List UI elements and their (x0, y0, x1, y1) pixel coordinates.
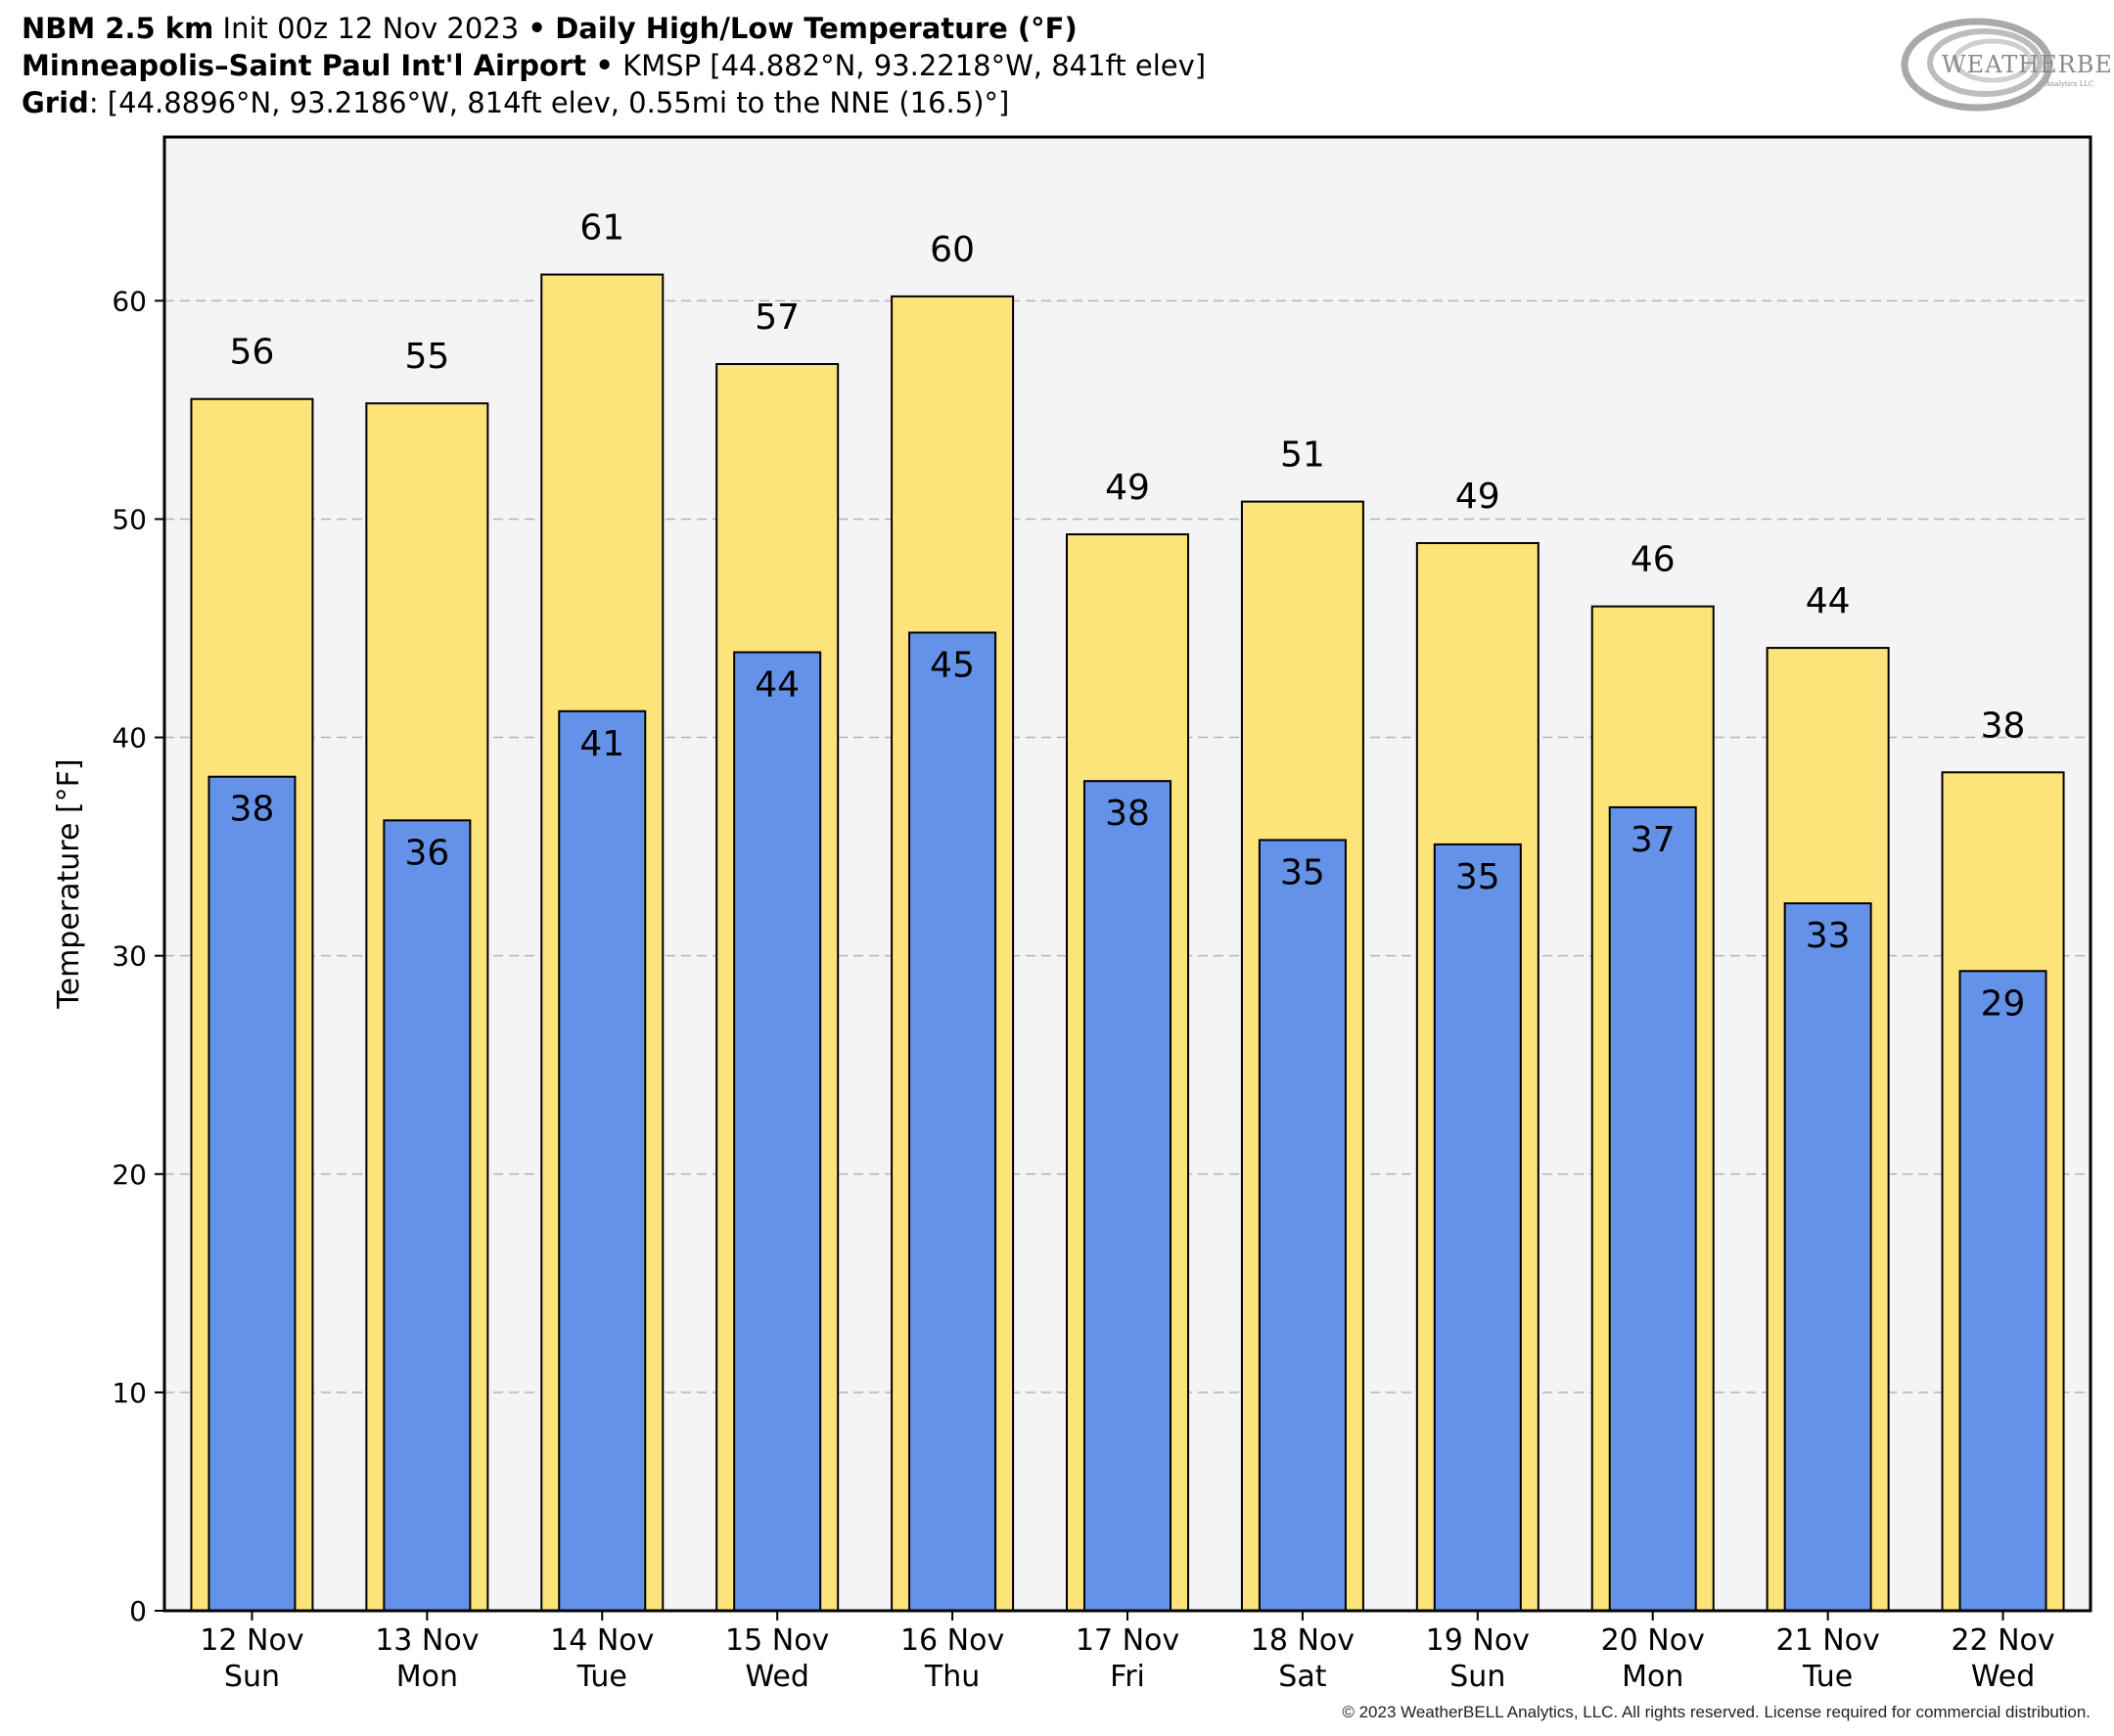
copyright-notice: © 2023 WeatherBELL Analytics, LLC. All r… (1342, 1703, 2091, 1721)
x-tick-label-date: 22 Nov (1951, 1623, 2054, 1658)
grid-label: Grid (22, 86, 89, 119)
y-tick-label: 30 (112, 940, 147, 973)
low-temp-label: 35 (1280, 852, 1325, 892)
low-temp-bar (383, 819, 472, 1612)
high-temp-label: 56 (230, 333, 275, 373)
x-tick-label-date: 16 Nov (900, 1623, 1004, 1658)
y-axis-label: Temperature [°F] (52, 758, 86, 1009)
x-tick-label-day: Sun (224, 1660, 280, 1694)
low-temp-bar (733, 651, 822, 1612)
high-temp-label: 38 (1981, 706, 2026, 746)
separator: • (528, 12, 546, 45)
high-temp-label: 49 (1455, 477, 1500, 517)
high-temp-label: 46 (1631, 540, 1676, 580)
low-temp-label: 37 (1631, 820, 1676, 860)
low-temp-bar (908, 631, 997, 1612)
header-line-station: Minneapolis–Saint Paul Int'l Airport • K… (22, 47, 1206, 84)
x-tick-label-date: 15 Nov (725, 1623, 829, 1658)
y-tick-label: 20 (112, 1159, 147, 1191)
low-temp-bar (1783, 902, 1872, 1612)
x-tick-label-day: Tue (576, 1660, 627, 1694)
x-tick-label-day: Sat (1278, 1660, 1326, 1694)
x-tick-label-date: 13 Nov (375, 1623, 479, 1658)
high-temp-label: 60 (930, 230, 975, 270)
low-temp-label: 38 (1105, 794, 1150, 834)
logo-text: WEATHERBELL (1942, 51, 2114, 78)
x-tick-label-date: 12 Nov (200, 1623, 303, 1658)
separator: • (595, 49, 614, 82)
y-tick-label: 50 (112, 503, 147, 535)
low-temp-bar (558, 709, 647, 1612)
high-temp-label: 61 (579, 208, 624, 249)
low-temp-label: 35 (1455, 857, 1500, 897)
logo-swirl-icon (1901, 18, 2053, 112)
y-tick-label: 10 (112, 1377, 147, 1409)
x-tick-label-date: 14 Nov (550, 1623, 654, 1658)
low-temp-label: 29 (1981, 983, 2026, 1024)
x-tick-label-day: Thu (924, 1660, 980, 1694)
low-temp-label: 45 (930, 645, 975, 685)
high-temp-label: 44 (1806, 581, 1851, 621)
weatherbell-logo: WEATHERBELL Analytics LLC (1899, 14, 2114, 121)
low-temp-bar (1433, 843, 1522, 1612)
y-tick-label: 40 (112, 722, 147, 754)
high-temp-label: 49 (1105, 468, 1150, 508)
x-tick-label-date: 20 Nov (1601, 1623, 1705, 1658)
header-line-model: NBM 2.5 km Init 00z 12 Nov 2023 • Daily … (22, 10, 1206, 47)
x-tick-label-day: Mon (396, 1660, 458, 1694)
high-temp-label: 55 (404, 337, 449, 377)
logo-subtext: Analytics LLC (2045, 80, 2094, 88)
low-temp-bar (1083, 780, 1172, 1612)
model-name: NBM 2.5 km (22, 12, 214, 45)
x-tick-label-day: Mon (1622, 1660, 1683, 1694)
x-tick-label-date: 21 Nov (1776, 1623, 1880, 1658)
high-temp-label: 57 (755, 297, 800, 338)
x-tick-label-day: Fri (1110, 1660, 1145, 1694)
x-tick-label-date: 17 Nov (1076, 1623, 1179, 1658)
product-title: Daily High/Low Temperature (°F) (555, 12, 1078, 45)
init-time: Init 00z 12 Nov 2023 (222, 12, 520, 45)
low-temp-label: 41 (579, 724, 624, 764)
station-name: Minneapolis–Saint Paul Int'l Airport (22, 49, 587, 82)
header-line-grid: Grid: [44.8896°N, 93.2186°W, 814ft elev,… (22, 84, 1206, 121)
x-tick-label-day: Sun (1449, 1660, 1505, 1694)
low-temp-label: 33 (1806, 916, 1851, 956)
chart-header: NBM 2.5 km Init 00z 12 Nov 2023 • Daily … (22, 10, 1206, 121)
x-tick-label-day: Wed (1971, 1660, 2035, 1694)
grid-details: : [44.8896°N, 93.2186°W, 814ft elev, 0.5… (88, 86, 1010, 119)
x-tick-label-date: 18 Nov (1251, 1623, 1355, 1658)
plot-border (162, 135, 2092, 1613)
low-temp-bar (1258, 839, 1347, 1612)
low-temp-label: 44 (755, 665, 800, 706)
low-temp-bar (1608, 805, 1697, 1612)
x-tick-label-day: Wed (745, 1660, 808, 1694)
high-temp-label: 51 (1280, 435, 1325, 476)
x-tick-label-day: Tue (1802, 1660, 1853, 1694)
low-temp-bar (207, 775, 297, 1612)
station-details: KMSP [44.882°N, 93.2218°W, 841ft elev] (622, 49, 1207, 82)
y-tick-label: 60 (112, 285, 147, 317)
low-temp-label: 36 (404, 833, 449, 873)
low-temp-label: 38 (230, 790, 275, 830)
x-tick-label-date: 19 Nov (1426, 1623, 1530, 1658)
y-tick-label: 0 (129, 1595, 147, 1627)
low-temp-bar (1958, 970, 2047, 1612)
